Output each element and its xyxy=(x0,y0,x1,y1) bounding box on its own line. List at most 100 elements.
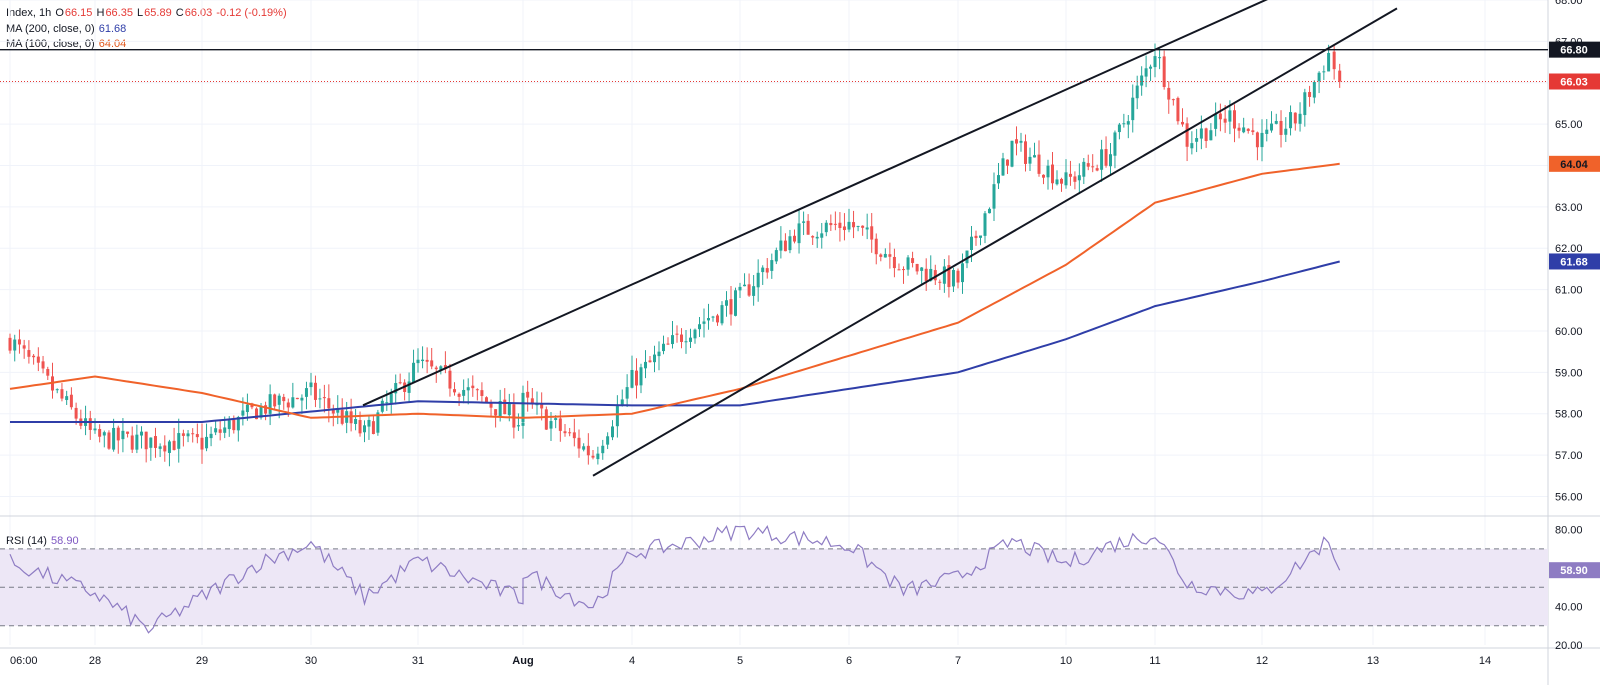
candle-up xyxy=(653,354,656,363)
axis: 56.00 57.00 58.00 59.00 60.00 61.00 62.00 63.00… xyxy=(10,0,1583,667)
candle-down xyxy=(1006,159,1009,166)
candle-down xyxy=(1073,176,1077,182)
candle-up xyxy=(596,453,600,460)
overlays xyxy=(0,0,1548,477)
candle-down xyxy=(811,236,815,238)
candle-down xyxy=(322,397,326,399)
candle-up xyxy=(698,324,701,330)
candle-up xyxy=(961,263,964,283)
x-tick-label: 4 xyxy=(629,655,635,667)
candle-down xyxy=(195,434,199,438)
candle-up xyxy=(277,395,281,405)
candle-down xyxy=(1095,168,1099,171)
candle-down xyxy=(471,385,475,389)
price-tag-resistance: 66.80 xyxy=(1560,45,1588,57)
candle-down xyxy=(1223,118,1227,123)
x-tick-label: 29 xyxy=(196,655,208,667)
candle-up xyxy=(507,403,511,416)
legend-change: -0.12 (-0.19%) xyxy=(216,7,287,19)
candle-down xyxy=(947,265,951,288)
y-tick-label: 68.00 xyxy=(1555,0,1583,7)
candle-up xyxy=(979,235,982,238)
candle-up xyxy=(693,329,697,339)
candle-up xyxy=(865,227,869,230)
candle-up xyxy=(1055,179,1059,185)
candle-down xyxy=(1218,113,1222,120)
candle-down xyxy=(1171,99,1175,101)
candle-down xyxy=(1162,56,1166,88)
candle-up xyxy=(407,381,411,393)
legend-rsi-label: RSI (14) xyxy=(6,535,47,547)
candle-down xyxy=(255,408,258,420)
candle-down xyxy=(806,220,810,235)
candle-down xyxy=(842,226,846,231)
candle-down xyxy=(430,360,434,367)
legend-low-label: L xyxy=(137,7,144,19)
candle-up xyxy=(149,437,153,448)
candle-down xyxy=(434,367,438,370)
candle-down xyxy=(163,445,167,452)
rsi-tag: 58.90 xyxy=(1560,565,1588,577)
candle-up xyxy=(707,318,710,321)
candle-up xyxy=(516,425,520,427)
channel-upper-line xyxy=(362,0,1268,407)
candle-up xyxy=(1195,138,1199,142)
candle-up xyxy=(354,418,358,424)
candle-down xyxy=(286,402,290,408)
candle-up xyxy=(1298,113,1302,124)
candle-up xyxy=(223,427,227,433)
candle-down xyxy=(36,356,40,363)
candle-up xyxy=(711,316,715,318)
candle-up xyxy=(1100,149,1104,170)
candle-up xyxy=(1303,92,1307,116)
candle-up xyxy=(521,392,525,423)
y-tick-label: 62.00 xyxy=(1555,243,1583,255)
candle-down xyxy=(938,281,942,283)
candle-down xyxy=(264,405,268,414)
candle-down xyxy=(172,440,176,450)
candle-up xyxy=(1284,128,1288,135)
candle-down xyxy=(1176,97,1180,122)
candle-down xyxy=(1015,139,1018,144)
x-tick-label: 12 xyxy=(1256,655,1268,667)
candle-down xyxy=(838,222,842,229)
candle-down xyxy=(1251,130,1255,133)
x-tick-label: 6 xyxy=(846,655,852,667)
candle-down xyxy=(8,337,12,351)
candle-up xyxy=(1135,85,1139,99)
candle-up xyxy=(102,432,106,436)
legend-low: 65.89 xyxy=(144,7,172,19)
candle-down xyxy=(716,315,719,323)
candle-up xyxy=(684,341,688,343)
y-tick-label: 63.00 xyxy=(1555,202,1583,214)
candle-down xyxy=(1204,128,1208,142)
price-tag-ma200: 61.68 xyxy=(1560,256,1588,268)
candle-down xyxy=(480,390,484,396)
x-tick-label: 13 xyxy=(1367,655,1379,667)
legend-ma200-value: 61.68 xyxy=(98,23,127,35)
price-tag-ma100-bg xyxy=(1549,155,1600,172)
candle-up xyxy=(416,359,420,364)
candle-down xyxy=(924,268,928,282)
candle-up xyxy=(1274,120,1278,124)
candle-up xyxy=(734,290,737,316)
candle-up xyxy=(1126,121,1130,125)
candle-down xyxy=(371,421,375,435)
candle-up xyxy=(1140,75,1144,86)
candle-down xyxy=(200,437,204,450)
x-tick-label: 31 xyxy=(412,655,424,667)
candle-down xyxy=(130,435,134,450)
candle-up xyxy=(245,404,249,413)
legend-high: 66.35 xyxy=(105,7,133,19)
candle-up xyxy=(774,250,778,262)
y-tick-label: 61.00 xyxy=(1555,285,1583,297)
x-tick-label: 11 xyxy=(1149,655,1160,667)
rsi-tick-label: 20.00 xyxy=(1555,640,1583,652)
candle-up xyxy=(671,335,674,345)
candle-down xyxy=(313,382,317,400)
candle-up xyxy=(988,208,991,214)
candle-down xyxy=(22,345,26,349)
x-tick-label: 28 xyxy=(89,655,101,667)
channel-lower-line xyxy=(592,7,1398,477)
